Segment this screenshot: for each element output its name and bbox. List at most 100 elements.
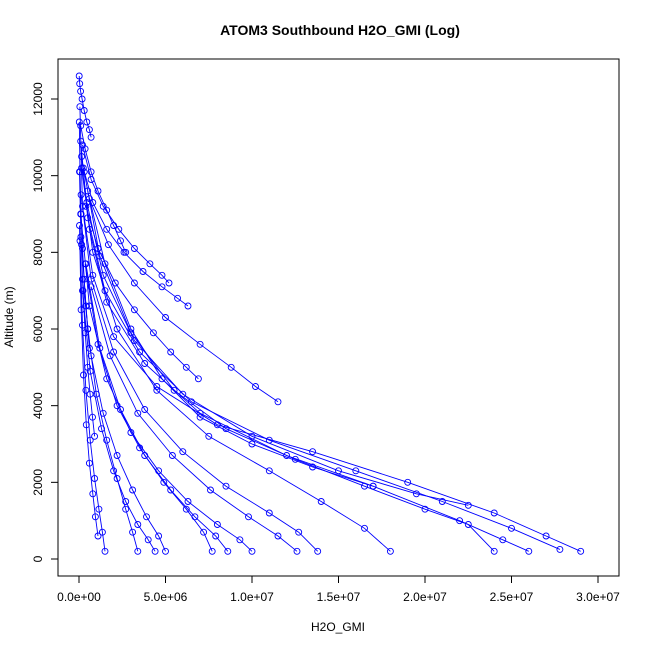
- data-point: [205, 432, 213, 440]
- data-point: [153, 386, 161, 394]
- data-point: [139, 268, 147, 275]
- data-point: [144, 536, 152, 544]
- data-point: [84, 325, 92, 333]
- data-point: [113, 452, 121, 459]
- series-profile-22: [76, 222, 102, 540]
- data-point: [84, 363, 92, 371]
- data-point: [85, 344, 93, 352]
- data-point: [82, 202, 90, 210]
- y-axis-label: Altitude (m): [2, 286, 16, 347]
- data-point: [110, 467, 118, 475]
- data-point: [117, 237, 124, 245]
- data-point: [79, 287, 87, 295]
- data-point: [104, 241, 112, 249]
- data-point: [556, 545, 564, 553]
- data-point: [87, 168, 95, 176]
- data-point: [184, 302, 192, 310]
- data-point: [75, 118, 83, 126]
- data-point: [89, 271, 97, 279]
- data-point: [86, 390, 94, 398]
- data-point: [103, 298, 111, 306]
- chart-title: ATOM3 Southbound H2O_GMI (Log): [220, 22, 460, 38]
- data-point: [542, 532, 550, 540]
- x-tick-label: 3.0e+07: [576, 590, 620, 604]
- data-point: [141, 406, 149, 413]
- data-point: [76, 222, 83, 229]
- data-point: [174, 294, 182, 302]
- series-profile-21: [76, 237, 109, 555]
- data-point: [91, 432, 99, 440]
- data-point: [85, 195, 93, 203]
- data-point: [111, 279, 119, 287]
- data-point: [187, 398, 195, 406]
- data-point: [196, 413, 204, 421]
- data-point: [212, 532, 220, 540]
- x-tick-label: 1.5e+07: [317, 590, 361, 604]
- data-point: [404, 478, 412, 486]
- data-point: [87, 133, 95, 141]
- data-point: [110, 348, 118, 356]
- series-line: [83, 171, 495, 552]
- x-tick-label: 5.0e+06: [144, 590, 188, 604]
- data-point: [149, 329, 157, 337]
- data-point: [82, 302, 90, 310]
- series-line: [79, 225, 99, 537]
- series-line: [81, 167, 391, 552]
- data-point: [113, 475, 121, 482]
- series-group: [75, 72, 585, 555]
- data-point: [77, 122, 85, 130]
- data-point: [122, 505, 130, 513]
- data-point: [490, 509, 498, 517]
- series-profile-2: [77, 137, 564, 553]
- data-point: [95, 505, 103, 513]
- data-point: [499, 536, 507, 544]
- data-point: [75, 72, 83, 80]
- data-point: [508, 524, 515, 532]
- series-line: [85, 206, 199, 380]
- data-point: [78, 95, 86, 103]
- series-profile-14: [82, 202, 202, 383]
- data-point: [170, 386, 178, 394]
- data-point: [129, 486, 137, 494]
- data-point: [160, 478, 168, 486]
- data-point: [122, 248, 130, 256]
- x-tick-label: 1.0e+07: [230, 590, 274, 604]
- y-tick-label: 10000: [31, 159, 45, 193]
- data-point: [136, 444, 144, 452]
- y-tick-label: 4000: [31, 392, 45, 419]
- data-point: [158, 375, 166, 383]
- series-profile-9: [87, 283, 301, 555]
- data-point: [82, 386, 90, 394]
- data-point: [224, 547, 232, 555]
- data-point: [94, 532, 102, 540]
- y-tick-label: 12000: [31, 82, 45, 116]
- y-axis: 0 2000 4000 6000 8000 10000 12000: [31, 82, 59, 562]
- data-point: [89, 413, 96, 421]
- data-point: [98, 528, 106, 536]
- series-line: [85, 263, 229, 552]
- data-point: [196, 409, 204, 417]
- series-profile-12: [82, 260, 232, 555]
- data-point: [213, 521, 221, 528]
- data-point: [412, 490, 420, 498]
- series-profile-18: [79, 287, 159, 555]
- data-point: [165, 279, 173, 287]
- data-point: [87, 283, 95, 291]
- series-line: [80, 213, 253, 552]
- series-profile-25: [75, 72, 95, 141]
- data-point: [130, 245, 138, 252]
- series-line: [81, 244, 139, 552]
- series-line: [88, 198, 279, 403]
- data-point: [155, 532, 163, 540]
- data-point: [84, 187, 92, 195]
- data-point: [81, 145, 89, 153]
- data-point: [127, 325, 135, 333]
- data-point: [80, 275, 88, 283]
- data-point: [79, 321, 86, 329]
- data-point: [200, 528, 208, 536]
- series-line: [78, 75, 92, 138]
- data-point: [265, 509, 273, 517]
- data-point: [274, 532, 282, 540]
- x-tick-label: 2.5e+07: [490, 590, 534, 604]
